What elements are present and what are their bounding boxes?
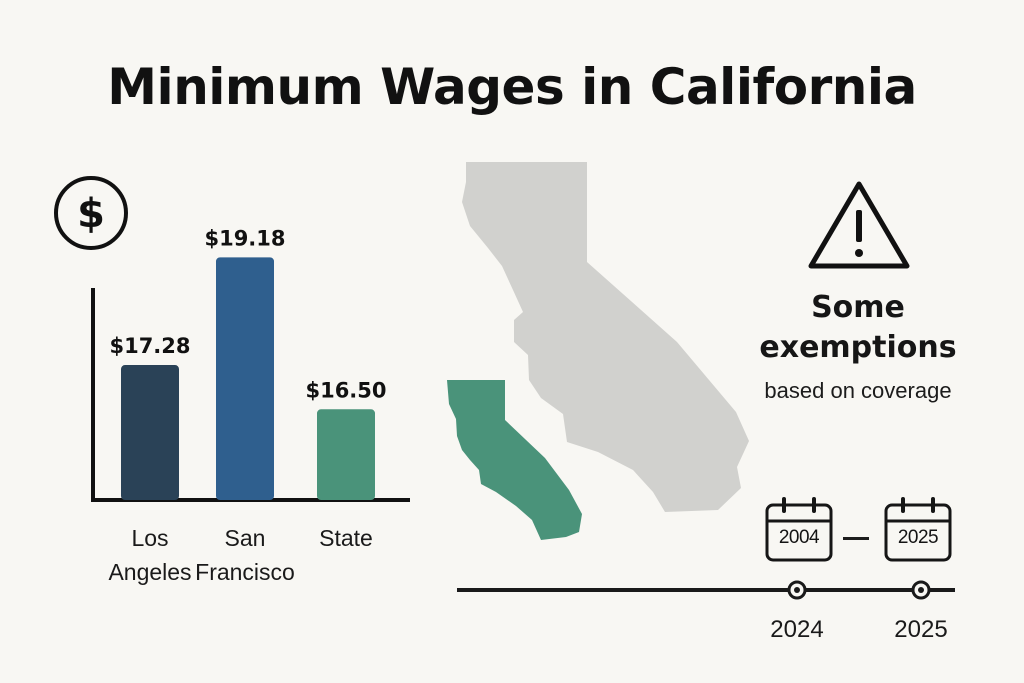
timeline-label-2024: 2024: [770, 616, 824, 643]
timeline-label-2025: 2025: [894, 616, 948, 643]
exemptions-subtext: based on coverage: [764, 378, 952, 403]
svg-text:$: $: [77, 191, 105, 237]
calendar-icon: [884, 497, 952, 562]
exemptions-heading: Some exemptions: [726, 288, 990, 368]
bar-value-label: $17.28: [109, 334, 190, 358]
calendar-range-dash: [843, 537, 869, 540]
bar: [121, 365, 179, 500]
dollar-circle-icon: $: [54, 176, 128, 250]
california-map-large: [462, 162, 749, 512]
bar-value-label: $16.50: [305, 378, 386, 402]
bar-value-label: $19.18: [204, 226, 285, 250]
category-label: Angeles: [108, 559, 191, 585]
page-title: Minimum Wages in California: [107, 58, 917, 116]
calendar-start: 2004: [764, 497, 834, 563]
bar: [317, 409, 375, 500]
calendar-end: 2025: [883, 497, 953, 563]
calendar-end-year: 2025: [897, 527, 939, 548]
bar: [216, 257, 274, 500]
category-label: Francisco: [195, 559, 295, 585]
category-label: State: [319, 525, 373, 551]
exemptions-heading-line1: Some: [811, 290, 905, 325]
calendar-icon: [765, 497, 833, 562]
category-label: San: [225, 525, 266, 551]
bar-chart: $17.28 Los Angeles $19.18 San Francisco $16.50…: [91, 226, 410, 585]
calendar-start-year: 2004: [778, 527, 820, 548]
california-map-small: [447, 380, 582, 540]
exemptions-heading-line2: exemptions: [759, 330, 957, 365]
category-label: Los: [131, 525, 168, 551]
warning-triangle-icon: [808, 181, 910, 269]
